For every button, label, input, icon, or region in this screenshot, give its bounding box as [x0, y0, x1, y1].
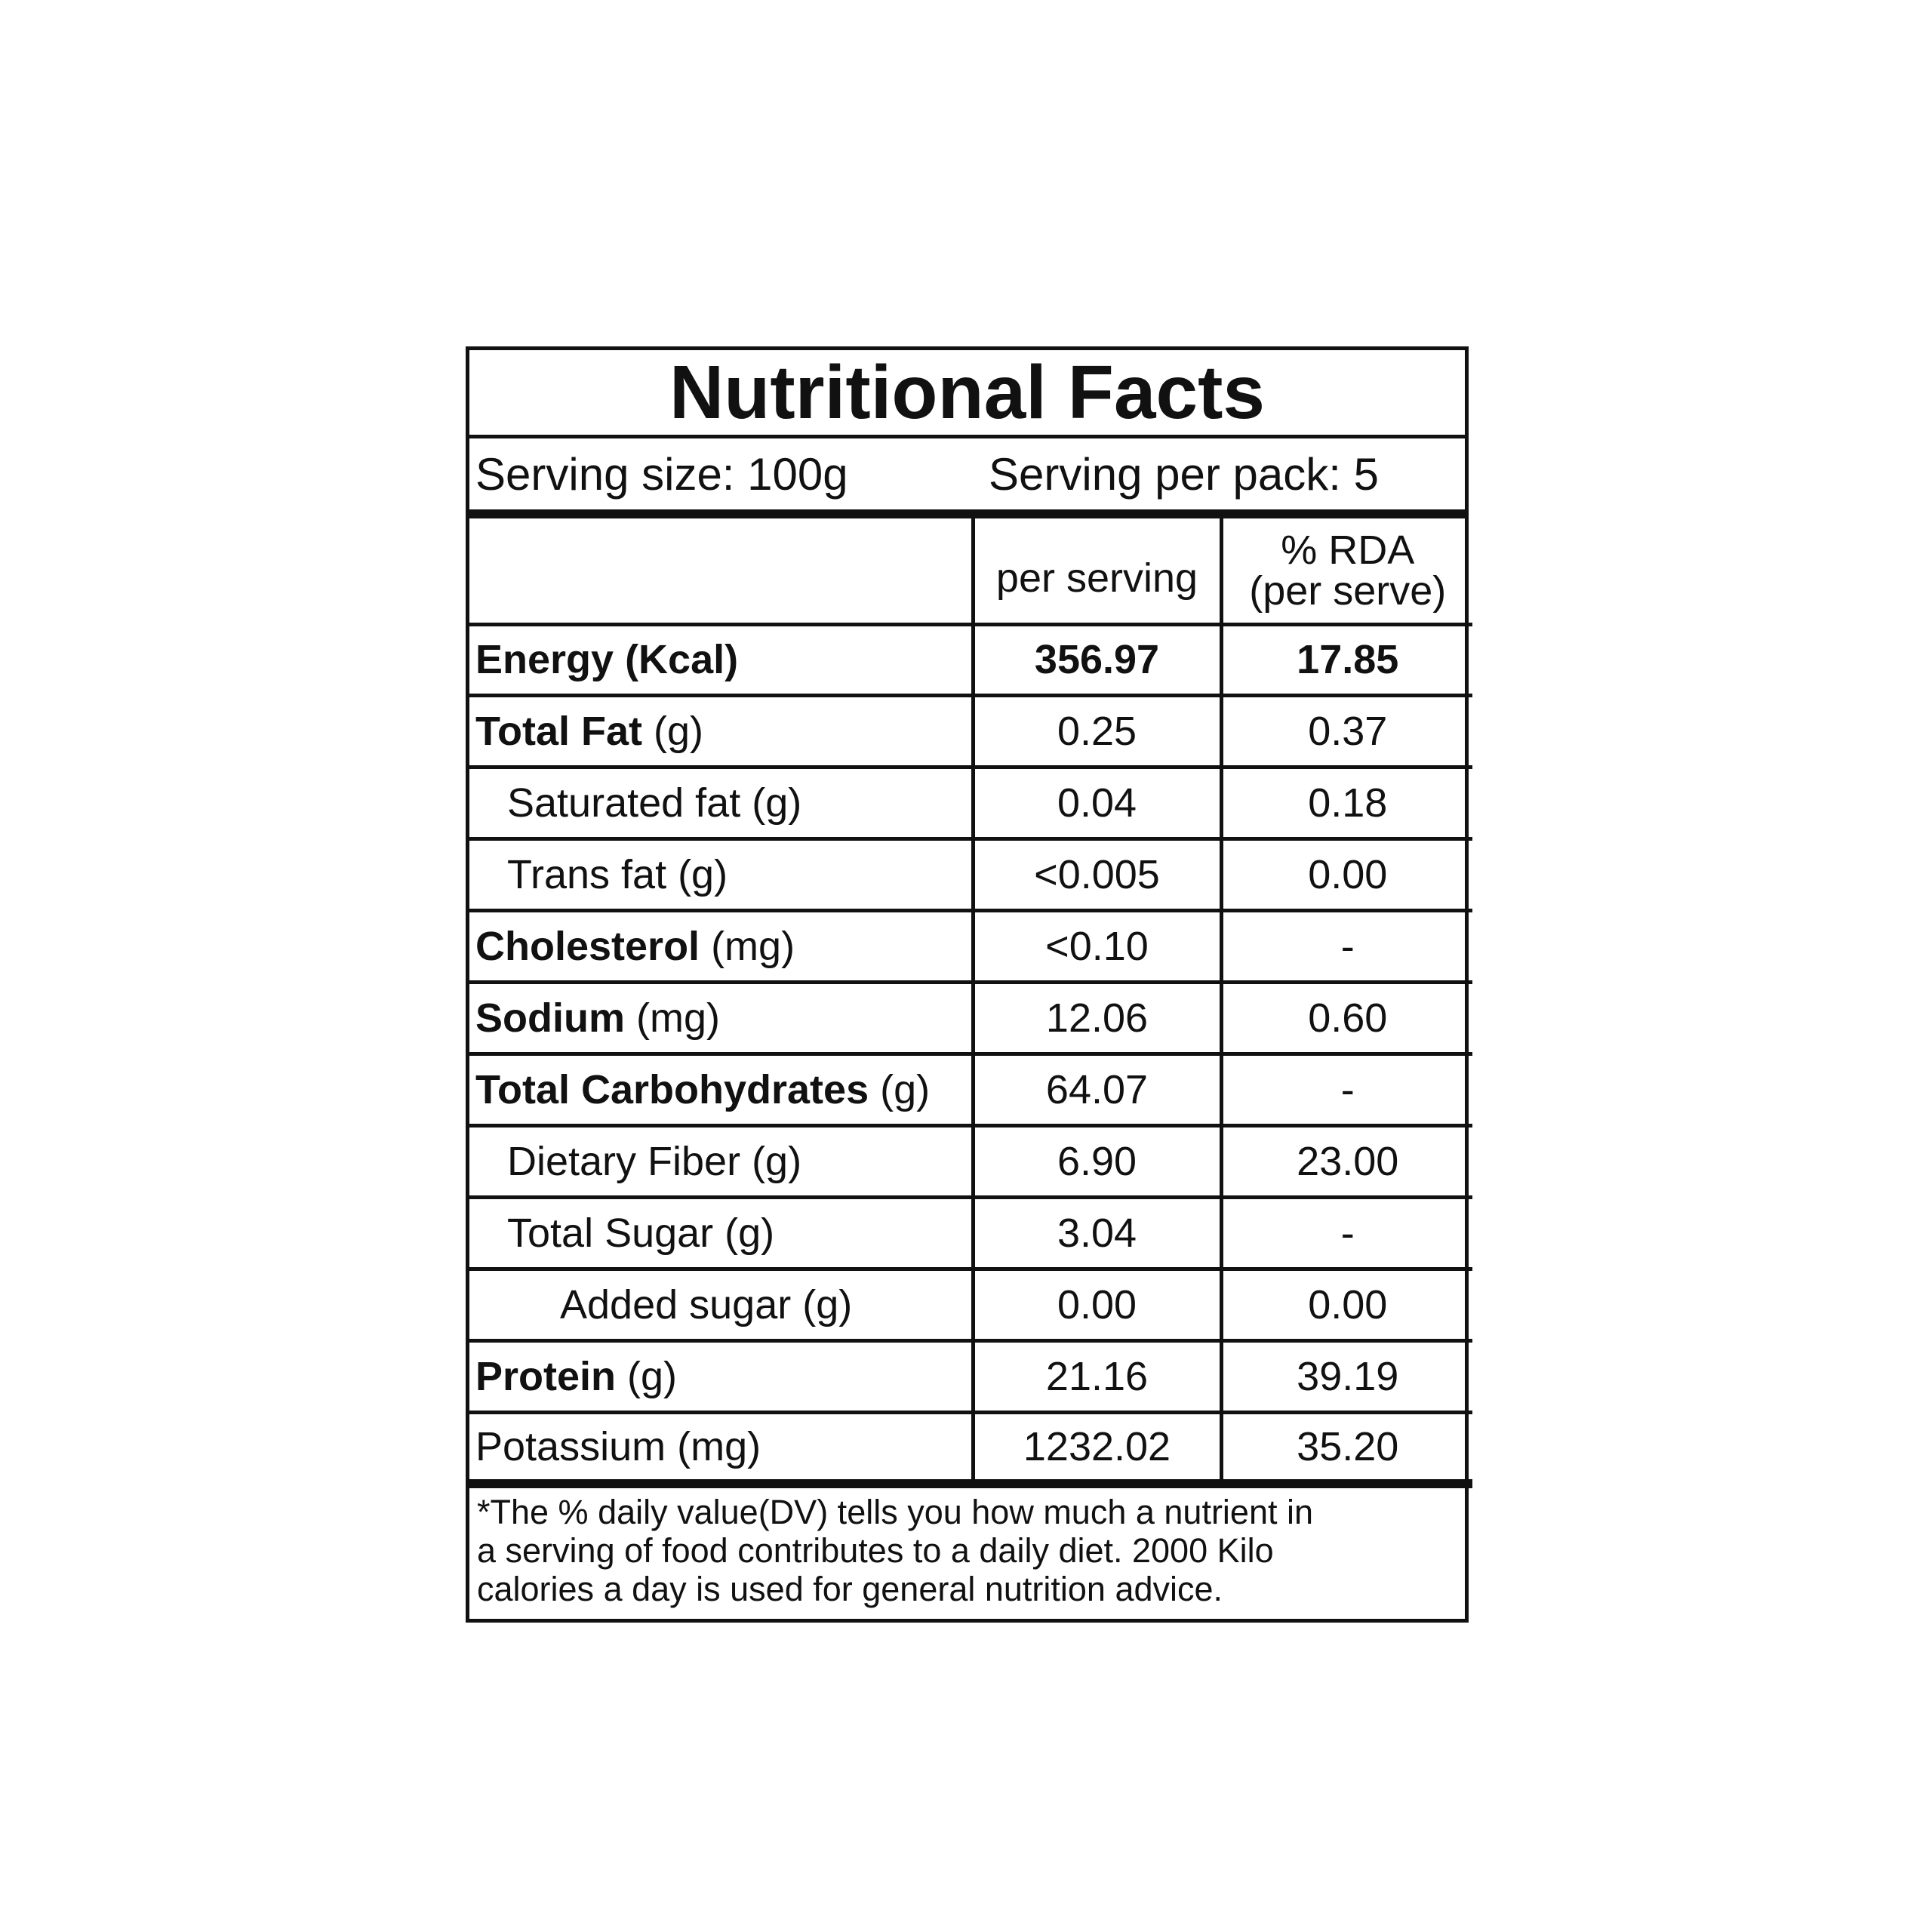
rda-value: 0.00: [1219, 1266, 1472, 1343]
nutrient-name: Energy (Kcal): [469, 622, 975, 697]
nutrient-name: Total Sugar (g): [469, 1195, 975, 1271]
nutrient-name: Added sugar (g): [469, 1266, 975, 1343]
rda-value: 17.85: [1219, 622, 1472, 697]
per-serving-value: 0.04: [971, 764, 1223, 841]
rda-value: -: [1219, 908, 1472, 984]
rda-value: 23.00: [1219, 1123, 1472, 1199]
nutrient-table: per serving % RDA (per serve) Energy (Kc…: [469, 518, 1472, 1488]
per-serving-value: <0.10: [971, 908, 1223, 984]
nutrient-unit: (mg): [700, 923, 795, 969]
per-serving-value: 64.07: [971, 1051, 1223, 1128]
nutrient-name: Potassium (mg): [469, 1410, 975, 1488]
nutrient-label: Dietary Fiber (g): [507, 1138, 802, 1184]
serving-per-pack: Serving per pack: 5: [989, 448, 1379, 500]
nutrient-unit: (mg): [625, 995, 720, 1041]
nutrient-name: Protein (g): [469, 1338, 975, 1414]
per-serving-value: 0.25: [971, 693, 1223, 769]
nutrient-name: Total Carbohydrates (g): [469, 1051, 975, 1128]
per-serving-value: 12.06: [971, 980, 1223, 1056]
footer-note: *The % daily value(DV) tells you how muc…: [469, 1488, 1465, 1619]
footer-line: *The % daily value(DV) tells you how muc…: [477, 1493, 1314, 1531]
table-row: Sodium (mg) 12.06 0.60: [469, 980, 1472, 1056]
table-header-row: per serving % RDA (per serve): [469, 518, 1472, 626]
table-row: Cholesterol (mg) <0.10-: [469, 908, 1472, 984]
header-blank: [469, 518, 975, 626]
nutrient-label: Cholesterol: [475, 923, 700, 969]
rda-value: 35.20: [1219, 1410, 1472, 1488]
nutrient-label: Protein: [475, 1353, 617, 1399]
per-serving-value: <0.005: [971, 836, 1223, 912]
nutrient-label: Potassium (mg): [475, 1423, 761, 1469]
footer-line: a serving of food contributes to a daily…: [477, 1531, 1274, 1570]
table-row: Trans fat (g) <0.005 0.00: [469, 836, 1472, 912]
nutrient-label: Saturated fat (g): [507, 780, 802, 826]
footer-line: calories a day is used for general nutri…: [477, 1570, 1223, 1608]
nutrient-unit: (g): [616, 1353, 678, 1399]
nutrient-label: Total Fat: [475, 708, 642, 754]
rda-value: -: [1219, 1195, 1472, 1271]
rda-value: 39.19: [1219, 1338, 1472, 1414]
nutrient-unit: (g): [641, 708, 703, 754]
nutrient-name: Total Fat (g): [469, 693, 975, 769]
rda-value: 0.18: [1219, 764, 1472, 841]
nutrient-label: Added sugar (g): [560, 1281, 853, 1327]
nutrient-unit: (g): [869, 1066, 931, 1112]
nutrition-facts-label: Nutritional Facts Serving size: 100g Ser…: [466, 346, 1472, 1623]
table-row: Total Fat (g) 0.25 0.37: [469, 693, 1472, 769]
header-rda: % RDA (per serve): [1219, 518, 1472, 626]
table-row: Protein (g) 21.16 39.19: [469, 1338, 1472, 1414]
label-title: Nutritional Facts: [469, 350, 1465, 438]
nutrient-name: Sodium (mg): [469, 980, 975, 1056]
rda-value: 0.37: [1219, 693, 1472, 769]
table-row: Saturated fat (g) 0.04 0.18: [469, 764, 1472, 841]
serving-size: Serving size: 100g: [475, 448, 848, 500]
per-serving-value: 356.97: [971, 622, 1223, 697]
rda-value: 0.00: [1219, 836, 1472, 912]
nutrient-label: Total Carbohydrates: [475, 1066, 869, 1112]
table-row: Total Carbohydrates (g) 64.07-: [469, 1051, 1472, 1128]
rda-value: 0.60: [1219, 980, 1472, 1056]
per-serving-value: 6.90: [971, 1123, 1223, 1199]
header-rda-line2: (per serve): [1249, 568, 1447, 614]
serving-info: Serving size: 100g Serving per pack: 5: [469, 438, 1465, 518]
nutrient-name: Cholesterol (mg): [469, 908, 975, 984]
nutrient-label: Sodium: [475, 995, 625, 1041]
nutrient-name: Trans fat (g): [469, 836, 975, 912]
per-serving-value: 3.04: [971, 1195, 1223, 1271]
table-row: Potassium (mg) 1232.02 35.20: [469, 1410, 1472, 1488]
nutrient-label: Total Sugar (g): [507, 1210, 775, 1256]
nutrient-label: Trans fat (g): [507, 851, 728, 897]
per-serving-value: 0.00: [971, 1266, 1223, 1343]
table-row: Energy (Kcal) 356.97 17.85: [469, 622, 1472, 697]
nutrient-label: Energy (Kcal): [475, 637, 739, 682]
table-row: Total Sugar (g) 3.04-: [469, 1195, 1472, 1271]
nutrient-name: Dietary Fiber (g): [469, 1123, 975, 1199]
table-row: Dietary Fiber (g) 6.90 23.00: [469, 1123, 1472, 1199]
table-row: Added sugar (g) 0.00 0.00: [469, 1266, 1472, 1343]
rda-value: -: [1219, 1051, 1472, 1128]
header-rda-line1: % RDA: [1281, 527, 1415, 573]
per-serving-value: 1232.02: [971, 1410, 1223, 1488]
nutrient-name: Saturated fat (g): [469, 764, 975, 841]
per-serving-value: 21.16: [971, 1338, 1223, 1414]
header-per-serving: per serving: [971, 518, 1223, 626]
